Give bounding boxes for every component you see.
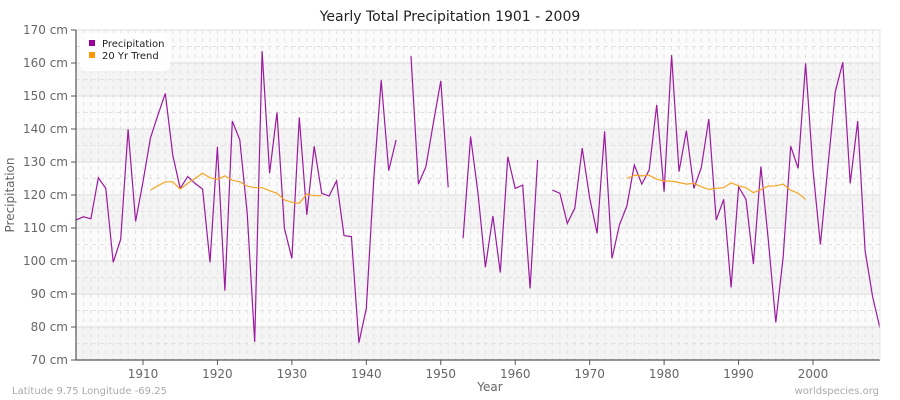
grid-lines — [75, 29, 881, 361]
x-tick-label: 2000 — [798, 367, 829, 381]
x-axis-ticks: 1910 1920 1930 1940 1950 1960 1970 1980 1990 2000 — [128, 360, 829, 381]
y-tick-label: 160 cm — [23, 56, 68, 70]
x-tick-label: 1920 — [202, 367, 233, 381]
x-tick-label: 1950 — [426, 367, 457, 381]
y-tick-label: 90 cm — [31, 287, 68, 301]
y-tick-label: 140 cm — [23, 122, 68, 136]
location-caption: Latitude 9.75 Longitude -69.25 — [12, 386, 167, 397]
precipitation-line — [75, 51, 397, 343]
legend-box — [80, 33, 170, 71]
trend-line — [626, 174, 806, 200]
source-credit: worldspecies.org — [795, 386, 879, 397]
legend: Precipitation 20 Yr Trend — [80, 33, 170, 71]
legend-precipitation-label: Precipitation — [102, 39, 165, 50]
x-tick-label: 1970 — [574, 367, 605, 381]
precipitation-line — [410, 56, 449, 188]
y-tick-label: 100 cm — [23, 254, 68, 268]
legend-trend-label: 20 Yr Trend — [102, 51, 159, 62]
y-tick-label: 130 cm — [23, 155, 68, 169]
y-tick-label: 70 cm — [31, 353, 68, 367]
x-axis-label: Year — [476, 380, 502, 394]
precipitation-line — [462, 136, 539, 289]
legend-trend-swatch — [89, 52, 95, 58]
chart-title: Yearly Total Precipitation 1901 - 2009 — [319, 9, 581, 25]
x-tick-label: 1930 — [277, 367, 308, 381]
y-axis-label: Precipitation — [3, 157, 17, 232]
y-axis-ticks: 70 cm 80 cm 90 cm 100 cm 110 cm 120 cm 130 cm 1… — [23, 23, 76, 367]
x-tick-label: 1910 — [128, 367, 159, 381]
precipitation-line — [552, 55, 881, 329]
y-tick-label: 80 cm — [31, 320, 68, 334]
x-tick-label: 1980 — [649, 367, 680, 381]
legend-precipitation-swatch — [89, 40, 95, 46]
x-tick-label: 1990 — [723, 367, 754, 381]
x-tick-label: 1960 — [500, 367, 531, 381]
y-tick-label: 170 cm — [23, 23, 68, 37]
y-tick-label: 120 cm — [23, 188, 68, 202]
x-tick-label: 1940 — [351, 367, 382, 381]
y-tick-label: 150 cm — [23, 89, 68, 103]
trend-line — [150, 172, 322, 204]
y-tick-label: 110 cm — [23, 221, 68, 235]
series-layer — [75, 51, 881, 343]
